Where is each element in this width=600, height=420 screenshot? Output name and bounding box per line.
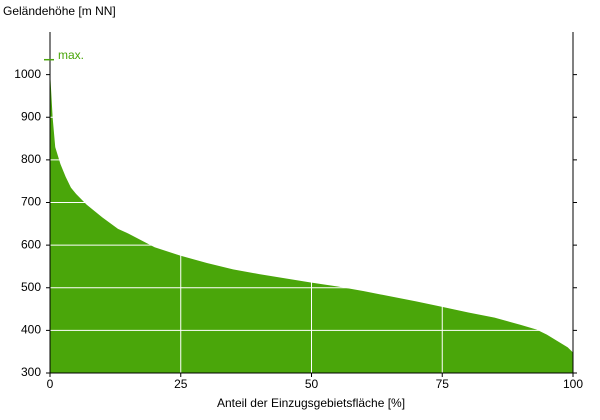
- y-tick-label: 1000: [14, 67, 41, 81]
- y-tick-label: 400: [21, 323, 41, 337]
- max-label: max.: [58, 48, 84, 62]
- y-tick-label: 500: [21, 280, 41, 294]
- y-tick-label: 900: [21, 109, 41, 123]
- x-tick-label: 25: [174, 377, 188, 391]
- y-tick-label: 300: [21, 365, 41, 379]
- x-tick-label: 75: [436, 377, 450, 391]
- x-tick-label: 0: [47, 377, 54, 391]
- x-tick-label: 50: [305, 377, 319, 391]
- x-tick-label: 100: [563, 377, 583, 391]
- x-axis-label: Anteil der Einzugsgebietsfläche [%]: [217, 396, 405, 410]
- y-tick-label: 800: [21, 152, 41, 166]
- y-tick-label: 600: [21, 237, 41, 251]
- y-tick-label: 700: [21, 195, 41, 209]
- y-axis-label: Geländehöhe [m NN]: [3, 4, 116, 18]
